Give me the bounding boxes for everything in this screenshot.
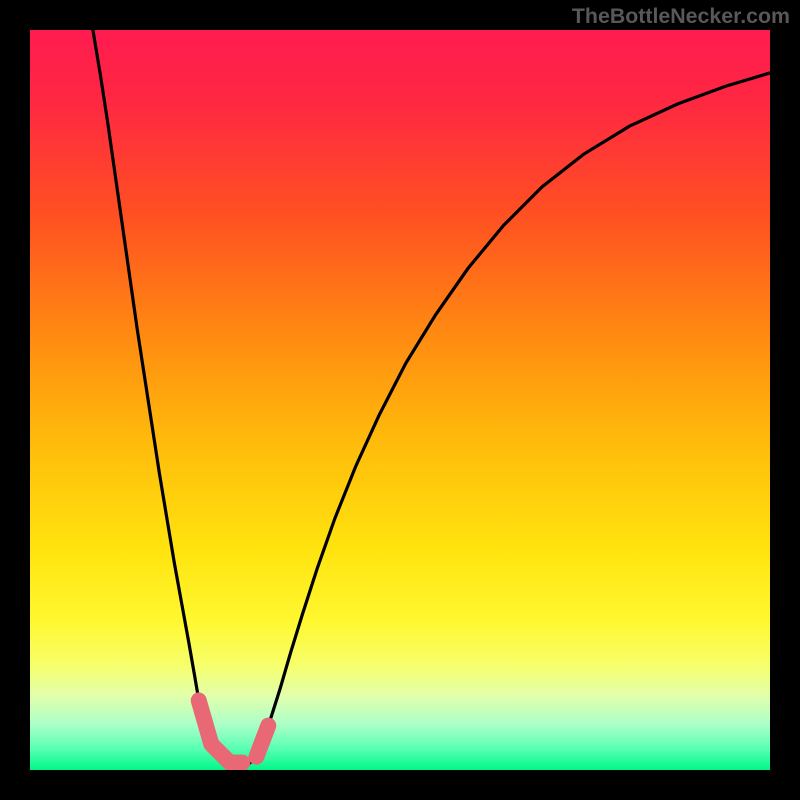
bottleneck-chart — [0, 0, 800, 800]
highlight-marker-1 — [256, 726, 268, 757]
watermark-text: TheBottleNecker.com — [572, 4, 790, 29]
plot-area — [30, 30, 770, 770]
